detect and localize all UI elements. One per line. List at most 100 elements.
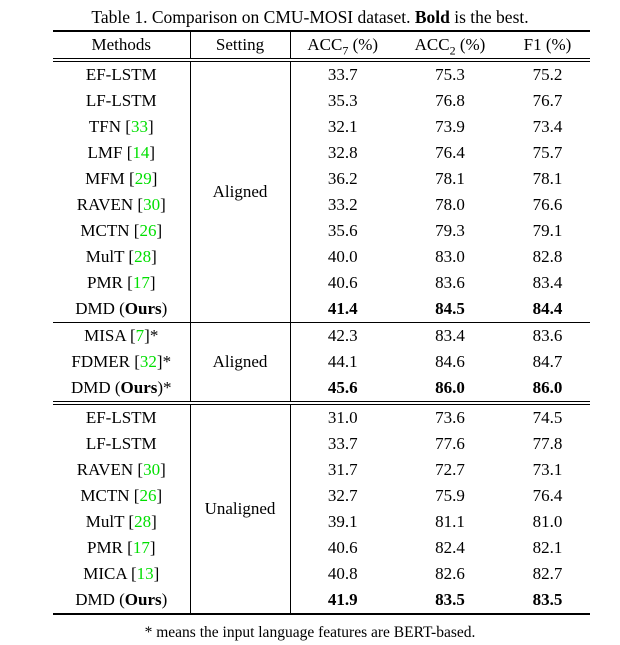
value-cell: 84.4 [532,299,563,318]
method-name: TFN [88,117,122,136]
comparison-table: Methods Setting ACC7 (%) ACC2 (%) F1 (%)… [53,30,590,615]
citation-bracket-close: ] [144,326,150,345]
citation-bracket-open: [ [124,512,135,531]
table-row: RAVEN [30] 31.7 72.7 73.1 [53,457,590,483]
method-cell: LMF [14] [53,140,191,166]
citation-link[interactable]: 7 [135,326,145,345]
citation-link[interactable]: 17 [132,538,150,557]
value-cell: 86.0 [532,378,563,397]
value-cell: 83.0 [435,247,465,266]
table-row: DMD (Ours) 41.9 83.5 83.5 [53,587,590,614]
citation-bracket-open: [ [133,460,144,479]
value-cell: 32.7 [327,486,358,505]
value-cell: 72.7 [435,460,465,479]
citation-bracket-open: [ [122,273,133,292]
method-cell: EF-LSTM [53,403,191,431]
citation-bracket-close: ] [160,460,166,479]
method-cell: RAVEN [30] [53,192,191,218]
citation-link[interactable]: 30 [143,195,161,214]
citation-bracket-open: [ [124,247,135,266]
citation-link[interactable]: 30 [143,460,161,479]
table-row: MulT [28] 39.1 81.1 81.0 [53,509,590,535]
value-cell: 74.5 [532,408,563,427]
citation-bracket-close: ] [151,247,157,266]
table-row: LMF [14] 32.8 76.4 75.7 [53,140,590,166]
table-row: MFM [29] 36.2 78.1 78.1 [53,166,590,192]
value-cell: 41.4 [327,299,358,318]
value-cell: 44.1 [327,352,358,371]
method-name: EF-LSTM [85,408,157,427]
citation-bracket-open: [ [129,486,140,505]
header-acc2-unit: (%) [455,35,486,54]
method-cell: LF-LSTM [53,88,191,114]
method-name: MulT [85,247,125,266]
citation-bracket-open: [ [133,195,144,214]
citation-bracket-close: ] [156,486,163,505]
method-name-ours: Ours [124,299,162,318]
value-cell: 81.1 [435,512,465,531]
bert-star: * [149,326,159,345]
citation-link[interactable]: 14 [132,143,150,162]
value-cell: 73.1 [532,460,563,479]
citation-link[interactable]: 26 [139,221,157,240]
citation-bracket-close: ] [151,169,158,188]
citation-bracket-close: ] [151,512,157,531]
citation-link[interactable]: 26 [139,486,157,505]
table-row: MCTN [26] 35.6 79.3 79.1 [53,218,590,244]
method-name-ours: Ours [120,378,158,397]
method-name: MCTN [80,486,130,505]
value-cell: 79.1 [532,221,563,240]
value-cell: 82.6 [435,564,465,583]
citation-bracket-open: [ [121,117,131,136]
value-cell: 82.7 [532,564,563,583]
value-cell: 76.6 [532,195,563,214]
citation-bracket-close: ] [156,221,163,240]
value-cell: 81.0 [532,512,563,531]
bert-star: * [163,378,172,397]
table-row: PMR [17] 40.6 82.4 82.1 [53,535,590,561]
table-row: RAVEN [30] 33.2 78.0 76.6 [53,192,590,218]
citation-bracket-close: ] [149,143,156,162]
citation-link[interactable]: 17 [132,273,150,292]
table-row: PMR [17] 40.6 83.6 83.4 [53,270,590,296]
value-cell: 77.6 [435,434,465,453]
method-cell: DMD (Ours)* [53,375,191,403]
header-acc2-base: ACC [414,35,450,54]
citation-link[interactable]: 29 [134,169,152,188]
table-header: Methods Setting ACC7 (%) ACC2 (%) F1 (%) [53,31,590,60]
method-name: LMF [87,143,123,162]
citation-link[interactable]: 28 [134,247,152,266]
citation-bracket-close: ] [149,273,156,292]
value-cell: 39.1 [327,512,358,531]
citation-bracket-open: [ [125,326,136,345]
method-name: RAVEN [76,195,134,214]
value-cell: 33.2 [327,195,358,214]
value-cell: 75.3 [435,65,465,84]
method-name: DMD ( [75,590,125,609]
method-name-end: ) [157,378,164,397]
citation-link[interactable]: 33 [130,117,148,136]
value-cell: 86.0 [435,378,465,397]
table-row: MulT [28] 40.0 83.0 82.8 [53,244,590,270]
setting-cell: Aligned [190,322,291,403]
table-body: EF-LSTM Aligned 33.7 75.3 75.2 LF-LSTM 35.3 76.… [53,60,590,614]
method-cell: DMD (Ours) [53,296,191,323]
value-cell: 75.7 [532,143,563,162]
method-name-end: ) [161,299,168,318]
value-cell: 76.4 [435,143,465,162]
bert-star: * [162,352,172,371]
citation-link[interactable]: 28 [134,512,152,531]
citation-link[interactable]: 32 [139,352,157,371]
method-name: MCTN [80,221,130,240]
method-name: PMR [86,538,123,557]
method-cell: FDMER [32]* [53,349,191,375]
header-f1-base: F1 [523,35,542,54]
value-cell: 40.8 [327,564,358,583]
method-name: MFM [85,169,125,188]
citation-link[interactable]: 13 [136,564,154,583]
value-cell: 33.7 [327,434,358,453]
method-name: MulT [85,512,125,531]
citation-bracket-open: [ [126,564,137,583]
method-name: EF-LSTM [85,65,157,84]
method-cell: MICA [13] [53,561,191,587]
